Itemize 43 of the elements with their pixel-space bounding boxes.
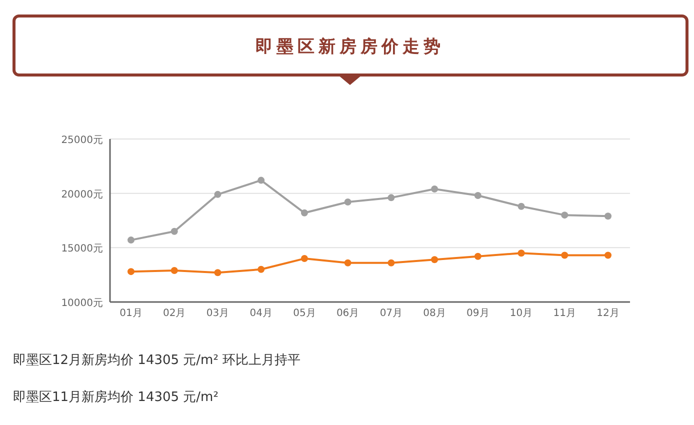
point [518,202,525,210]
point [344,259,352,266]
x-tick-label: 05月 [293,308,316,319]
x-tick-label: 09月 [466,308,490,319]
point [214,190,222,198]
point [214,269,222,276]
text: 即墨区12月新房均价 14305 元/m² 环比上月持平 [13,352,301,368]
point [518,250,525,257]
point [604,252,612,259]
point [431,185,438,192]
point [388,194,395,202]
x-tick-label: 10月 [510,308,533,319]
point [258,176,265,184]
x-tick-label: 06月 [336,308,360,319]
x-tick-label: 01月 [120,308,142,319]
chart-title: 即墨区新房房价走势 [256,37,444,57]
point [474,252,482,260]
point [388,259,395,266]
x-tick-label: 07月 [380,308,403,319]
point [170,228,178,235]
x-tick-label: 04月 [250,308,272,319]
x-tick-label: 12月 [596,308,620,319]
point [300,255,308,262]
point [344,198,352,206]
point [604,212,612,220]
x-tick-label: 08月 [423,308,446,319]
point [561,212,568,219]
point [431,256,438,264]
text: 即墨区11月新房均价 14305 元/m² [13,389,218,405]
y-tick-label: 20000元 [61,189,103,200]
point [561,252,568,259]
y-tick-label: 15000元 [61,244,103,255]
point [170,266,178,274]
y-tick-label: 10000元 [61,298,103,309]
point [128,236,134,244]
x-tick-label: 02月 [162,308,186,319]
point [474,192,482,200]
y-tick-label: 25000元 [61,135,103,146]
point [128,268,134,276]
point [258,266,265,273]
point [300,209,308,216]
x-tick-label: 11月 [553,308,576,319]
x-tick-label: 03月 [206,308,230,319]
